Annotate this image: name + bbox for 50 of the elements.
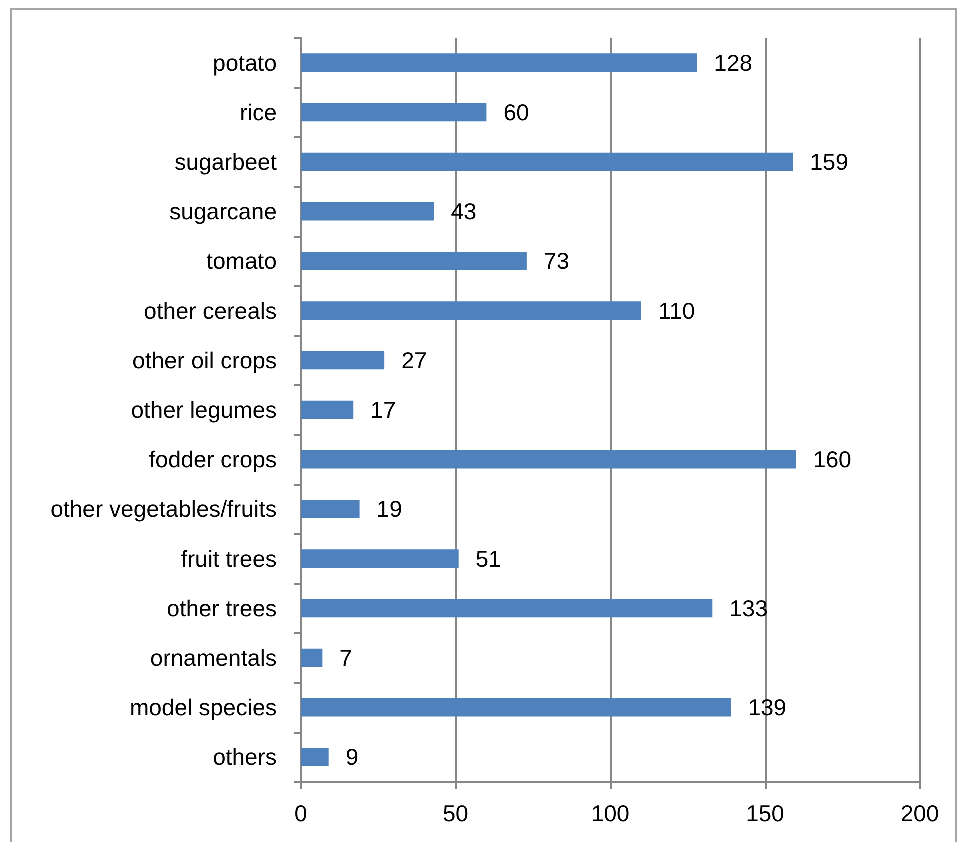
data-label: 73 [544,248,570,274]
data-label: 139 [748,694,787,721]
y-tick-label: sugarcane [170,198,277,225]
data-label: 60 [504,99,530,126]
data-label: 7 [340,645,352,671]
bar [301,500,360,518]
y-tick-label: other cereals [144,298,277,324]
data-label: 51 [476,546,502,572]
x-tick-label: 50 [442,800,469,826]
data-label: 160 [813,446,852,473]
bar [301,202,434,221]
data-label: 110 [658,298,696,324]
x-tick-label: 150 [746,800,784,826]
bar [301,550,459,568]
bar [301,152,794,172]
data-label: 128 [714,50,753,76]
bar [301,54,698,72]
y-tick-label: other vegetables/fruits [50,496,277,522]
x-tick-label: 200 [900,800,940,826]
y-tick-label: model species [130,694,277,721]
data-label: 27 [402,347,428,374]
y-tick-label: other oil crops [132,347,277,374]
bar [301,748,329,766]
bar [301,450,796,469]
bar [301,302,642,320]
data-label: 133 [730,595,768,622]
y-tick-label: potato [213,50,277,76]
bar [301,599,713,618]
bar [301,103,487,122]
bar [301,351,385,370]
data-label: 17 [370,397,396,423]
y-tick-label: others [213,744,277,770]
bar [301,648,323,668]
y-tick-label: fodder crops [149,446,277,473]
y-tick-label: sugarbeet [174,149,278,175]
y-tick-label: rice [240,99,277,126]
y-tick-label: other legumes [131,397,277,423]
data-label: 19 [376,496,402,522]
y-tick-label: fruit trees [181,546,277,572]
bar [301,698,732,717]
data-label: 9 [346,744,359,770]
y-tick-label: tomato [206,248,277,274]
data-label: 159 [810,149,848,175]
y-tick-label: ornamentals [150,645,277,671]
bar [301,252,527,270]
y-tick-label: other trees [167,595,277,622]
x-tick-label: 0 [294,800,308,826]
data-label: 43 [451,198,477,225]
x-tick-label: 100 [591,800,630,826]
bar [301,400,354,420]
